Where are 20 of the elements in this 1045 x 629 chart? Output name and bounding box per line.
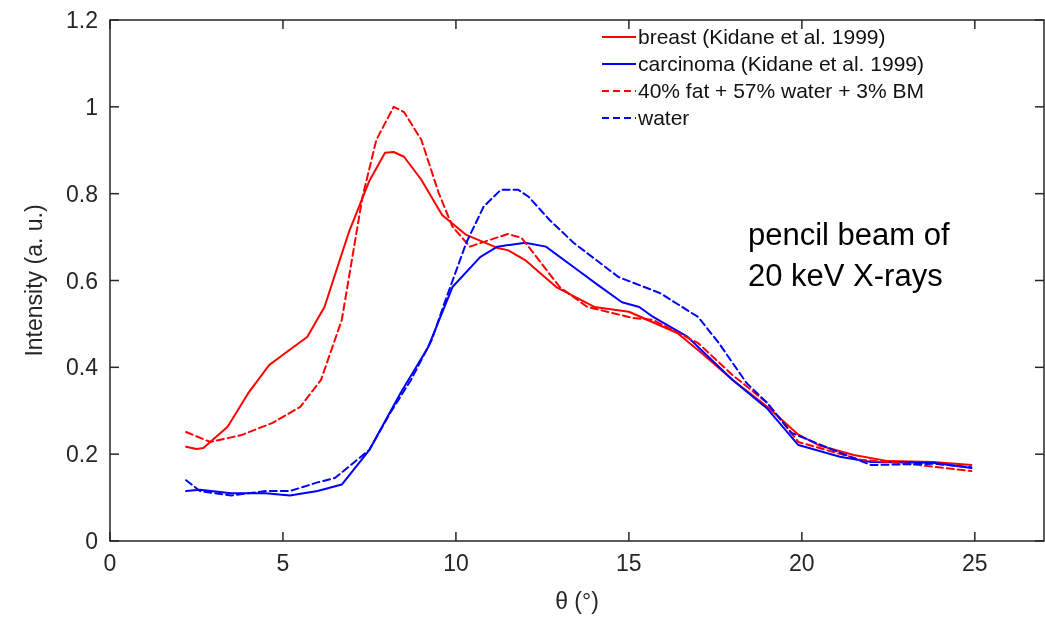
- x-tick-label: 20: [789, 550, 815, 576]
- x-axis-title: θ (°): [555, 588, 599, 614]
- x-tick-label: 10: [443, 550, 469, 576]
- legend-label: 40% fat + 57% water + 3% BM: [638, 79, 924, 102]
- y-tick-label: 0.8: [66, 180, 98, 207]
- annotation: pencil beam of 20 keV X-rays: [748, 217, 951, 293]
- x-tick-label: 5: [276, 550, 290, 576]
- y-tick-label: 0: [85, 528, 98, 554]
- y-tick-label: 0.4: [66, 354, 99, 381]
- y-tick-label: 1.2: [66, 7, 98, 33]
- y-tick-label: 1: [85, 93, 98, 120]
- legend-label: carcinoma (Kidane et al. 1999): [638, 52, 924, 75]
- y-tick-label: 0.6: [66, 267, 98, 294]
- x-tick-label: 15: [616, 550, 642, 576]
- legend-label: water: [637, 106, 690, 129]
- x-tick-label: 0: [103, 550, 117, 576]
- y-tick-label: 0.2: [66, 441, 98, 468]
- x-tick-label: 25: [962, 550, 988, 576]
- legend-label: breast (Kidane et al. 1999): [638, 25, 886, 48]
- y-axis-title: Intensity (a. u.): [21, 204, 47, 357]
